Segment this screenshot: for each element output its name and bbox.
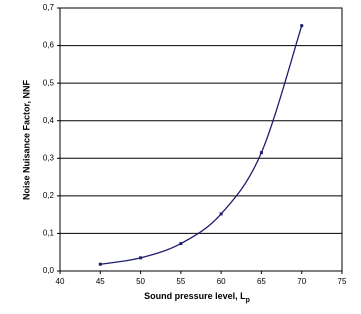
y-tick-label: 0,1 (43, 229, 55, 238)
marker (259, 151, 263, 155)
marker (300, 24, 304, 28)
y-tick-label: 0,7 (43, 3, 55, 12)
x-tick-label: 50 (136, 277, 145, 286)
marker (179, 242, 183, 246)
x-tick-label: 40 (56, 277, 65, 286)
y-tick-label: 0,3 (43, 153, 55, 162)
x-tick-label: 60 (217, 277, 226, 286)
y-tick-label: 0,4 (43, 116, 55, 125)
marker (98, 262, 102, 266)
marker (219, 212, 223, 216)
y-tick-label: 0,5 (43, 78, 55, 87)
plot-border (59, 7, 343, 272)
line (100, 25, 303, 265)
y-tick-label: 0,2 (43, 191, 55, 200)
y-tick-label: 0,0 (43, 266, 55, 275)
x-tick-label: 65 (257, 277, 266, 286)
x-tick-label: 75 (338, 277, 347, 286)
x-axis-label: Sound pressure level, Lp (144, 291, 250, 303)
x-tick-label: 70 (297, 277, 306, 286)
marker (139, 256, 143, 260)
x-tick-label: 45 (96, 277, 105, 286)
x-tick-label: 55 (176, 277, 185, 286)
y-tick-label: 0,6 (43, 41, 55, 50)
y-axis-label: Noise Nuisance Factor, NNF (21, 79, 31, 200)
